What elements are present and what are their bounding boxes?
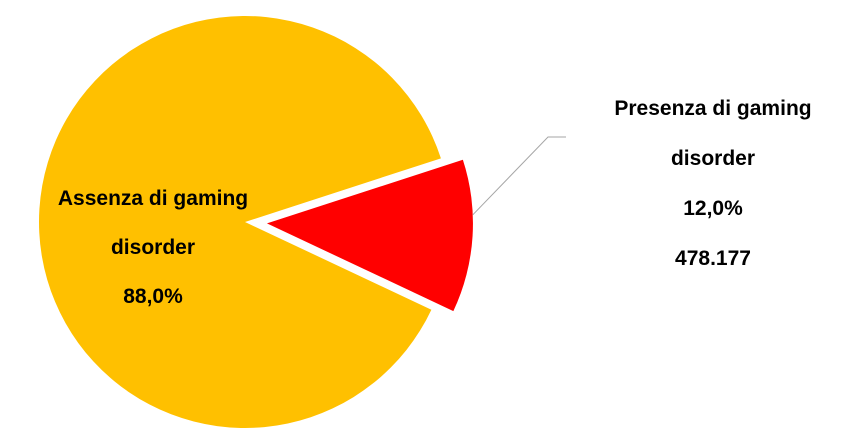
slice-label-presence-line-1: Presenza di gaming xyxy=(614,97,811,120)
leader-line-elbow xyxy=(472,136,566,216)
slice-count-presence: 478.177 xyxy=(675,247,751,270)
slice-label-absence-line-1: Assenza di gaming xyxy=(58,187,248,210)
slice-percent-presence: 12,0% xyxy=(683,197,743,220)
slice-percent-absence: 88,0% xyxy=(123,285,183,308)
slice-label-presence-line-2: disorder xyxy=(671,147,755,170)
slice-label-absence-line-2: disorder xyxy=(111,236,195,259)
slice-label-absence: Assenza di gaming disorder 88,0% xyxy=(58,187,248,308)
slice-label-presence: Presenza di gaming disorder 12,0% 478.17… xyxy=(614,97,811,270)
slice-absence xyxy=(38,15,441,428)
slices-layer xyxy=(38,15,473,428)
slice-presence xyxy=(266,159,473,312)
